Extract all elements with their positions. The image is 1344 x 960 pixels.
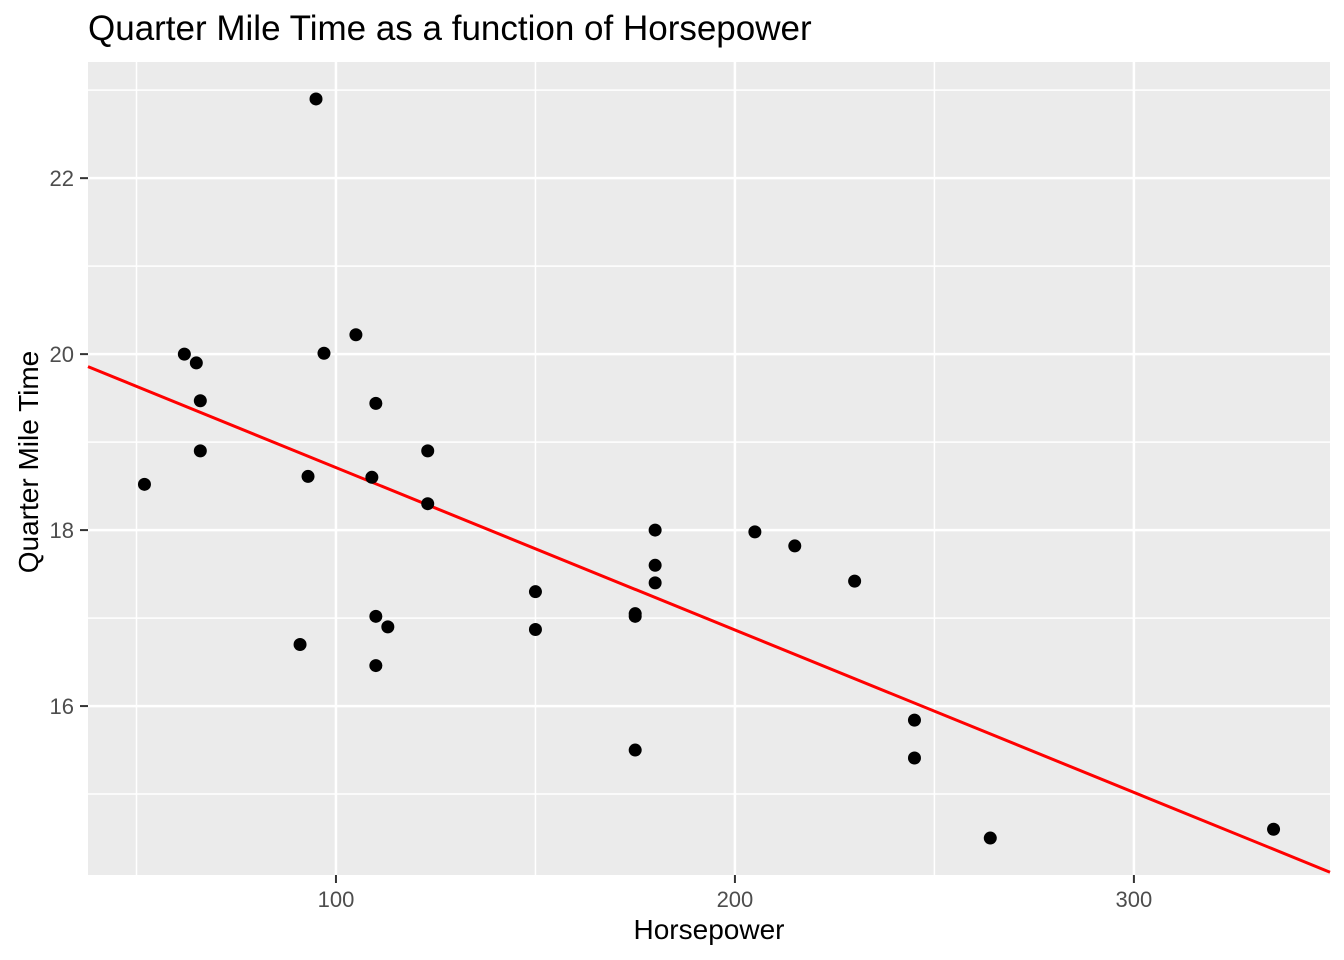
- panel-background: [88, 62, 1330, 875]
- data-point: [528, 585, 542, 599]
- major-gridlines: [88, 62, 1330, 875]
- data-point: [365, 470, 379, 484]
- data-point: [193, 394, 207, 408]
- data-point: [648, 558, 662, 572]
- y-axis-title: Quarter Mile Time: [13, 350, 44, 574]
- data-point: [648, 523, 662, 537]
- data-point: [528, 623, 542, 637]
- y-tick-label: 20: [50, 342, 74, 367]
- data-point: [748, 525, 762, 539]
- data-point: [1267, 822, 1281, 836]
- data-point: [369, 659, 383, 673]
- data-point: [193, 444, 207, 458]
- data-point: [369, 609, 383, 623]
- data-point: [421, 444, 435, 458]
- data-point: [293, 637, 307, 651]
- data-point: [848, 574, 862, 588]
- axis-ticks-layer: [80, 177, 1135, 883]
- data-point: [983, 831, 997, 845]
- data-point: [421, 497, 435, 511]
- y-tick-label: 22: [50, 166, 74, 191]
- data-point: [648, 576, 662, 590]
- plot-title: Quarter Mile Time as a function of Horse…: [88, 9, 812, 48]
- data-point: [628, 743, 642, 757]
- data-point: [317, 346, 331, 360]
- axis-tick-labels-layer: 100 200 300 16 18 20 22: [50, 166, 1153, 912]
- data-point: [177, 347, 191, 361]
- data-point: [301, 469, 315, 483]
- y-tick-label: 18: [50, 518, 74, 543]
- data-point: [907, 751, 921, 765]
- y-tick-label: 16: [50, 694, 74, 719]
- data-point: [189, 356, 203, 370]
- data-points-layer: [137, 92, 1281, 845]
- data-point: [349, 328, 363, 342]
- data-point: [309, 92, 323, 106]
- regression-line: [87, 365, 1331, 874]
- regression-line-layer: [87, 365, 1331, 874]
- x-tick-label: 200: [717, 887, 754, 912]
- data-point: [628, 607, 642, 621]
- data-point: [907, 713, 921, 727]
- x-tick-label: 100: [318, 887, 355, 912]
- data-point: [381, 620, 395, 634]
- x-axis-title: Horsepower: [633, 914, 785, 945]
- data-point: [137, 477, 151, 491]
- data-point: [369, 396, 383, 410]
- plot-panel: [88, 62, 1330, 875]
- data-point: [788, 539, 802, 553]
- x-tick-label: 300: [1116, 887, 1153, 912]
